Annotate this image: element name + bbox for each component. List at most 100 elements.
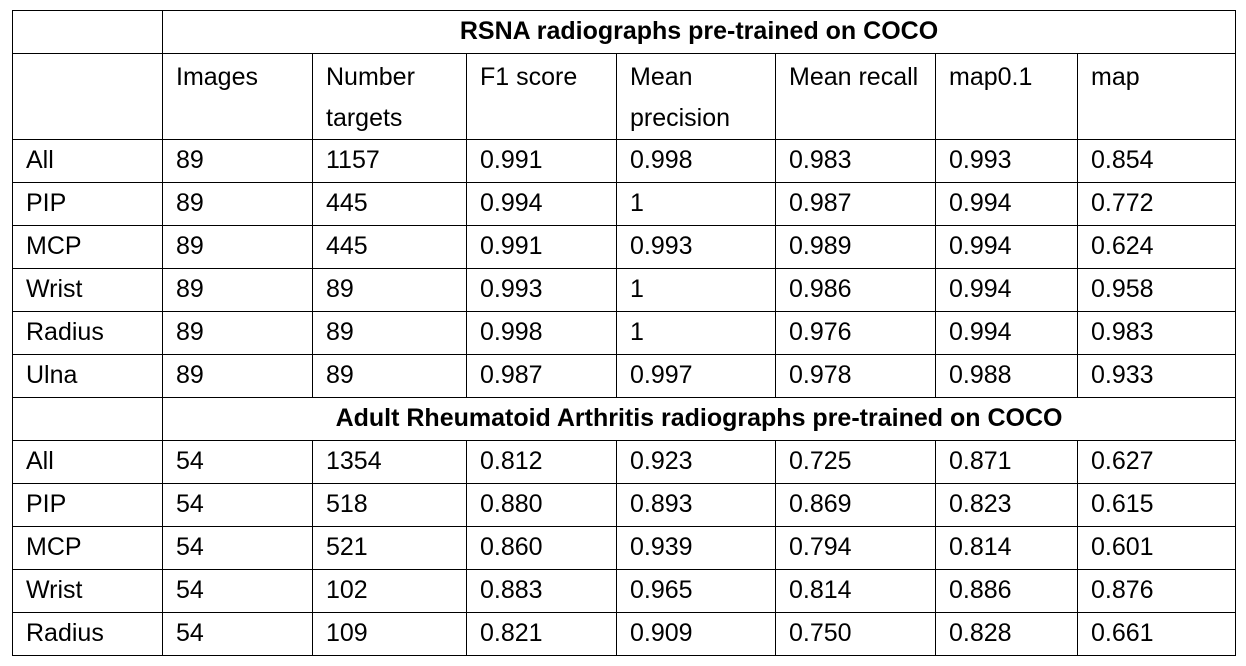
table-cell: 518: [312, 483, 467, 527]
table-cell: 0.983: [775, 139, 936, 183]
table-cell: 89: [162, 268, 313, 312]
table-cell: 1: [616, 182, 776, 226]
table-cell: 54: [162, 612, 313, 656]
row-label: PIP: [12, 182, 163, 226]
column-header: Mean recall: [775, 53, 936, 140]
table-cell: 89: [162, 139, 313, 183]
table-cell: 1354: [312, 440, 467, 484]
row-label: MCP: [12, 526, 163, 570]
column-header: Images: [162, 53, 313, 140]
table-cell: 0.886: [935, 569, 1078, 613]
column-header-row: Images Number targets F1 score Mean precisi…: [12, 53, 1237, 140]
section-title-row: RSNA radiographs pre-trained on COCO: [12, 10, 1237, 54]
table-cell: 1157: [312, 139, 467, 183]
table-row: Radius 54 109 0.821 0.909 0.750 0.828 0.661: [12, 612, 1237, 656]
table-cell: 0.994: [466, 182, 617, 226]
table-cell: 0.883: [466, 569, 617, 613]
table-cell: 0.976: [775, 311, 936, 355]
row-label: Wrist: [12, 569, 163, 613]
section-title: RSNA radiographs pre-trained on COCO: [161, 10, 1237, 54]
table-row: MCP 89 445 0.991 0.993 0.989 0.994 0.624: [12, 225, 1237, 269]
table-cell: 0.994: [935, 225, 1078, 269]
table-cell: 0.965: [616, 569, 776, 613]
table-cell: 0.993: [616, 225, 776, 269]
table-cell: 0.939: [616, 526, 776, 570]
table-cell: 0.661: [1076, 612, 1237, 656]
table-cell: 0.814: [935, 526, 1078, 570]
table-cell: 0.601: [1076, 526, 1237, 570]
table-cell: 0.988: [935, 354, 1078, 398]
table-cell: 0.994: [935, 311, 1078, 355]
table-cell: 54: [162, 569, 313, 613]
table-row: MCP 54 521 0.860 0.939 0.794 0.814 0.601: [12, 526, 1237, 570]
table-cell: 0.871: [935, 440, 1078, 484]
table-cell: 0.860: [466, 526, 617, 570]
table-row: Ulna 89 89 0.987 0.997 0.978 0.988 0.933: [12, 354, 1237, 398]
table-cell: 0.987: [466, 354, 617, 398]
section-title: Adult Rheumatoid Arthritis radiographs p…: [161, 397, 1237, 441]
row-label: All: [12, 139, 163, 183]
table-cell: 521: [312, 526, 467, 570]
row-label: All: [12, 440, 163, 484]
table-cell: 445: [312, 225, 467, 269]
table-cell: 89: [312, 311, 467, 355]
column-header: Number targets: [312, 53, 467, 140]
table-cell: 0.812: [466, 440, 617, 484]
results-table: RSNA radiographs pre-trained on COCO Imag…: [12, 10, 1237, 656]
table-cell: 0.880: [466, 483, 617, 527]
table-cell: 54: [162, 440, 313, 484]
table-cell: 89: [162, 225, 313, 269]
table-cell: 445: [312, 182, 467, 226]
table-cell: 0.991: [466, 225, 617, 269]
table-cell: 0.828: [935, 612, 1078, 656]
table-cell: 0.958: [1076, 268, 1237, 312]
column-header: Mean precision: [616, 53, 776, 140]
blank-corner-cell: [12, 10, 163, 54]
table-row: All 89 1157 0.991 0.998 0.983 0.993 0.854: [12, 139, 1237, 183]
table-cell: 1: [616, 311, 776, 355]
row-label: Ulna: [12, 354, 163, 398]
table-cell: 1: [616, 268, 776, 312]
row-label: MCP: [12, 225, 163, 269]
table-cell: 0.823: [935, 483, 1078, 527]
table-cell: 0.998: [616, 139, 776, 183]
table-row: PIP 89 445 0.994 1 0.987 0.994 0.772: [12, 182, 1237, 226]
table-cell: 0.854: [1076, 139, 1237, 183]
section-title-row: Adult Rheumatoid Arthritis radiographs p…: [12, 397, 1237, 441]
table-cell: 0.814: [775, 569, 936, 613]
table-row: Radius 89 89 0.998 1 0.976 0.994 0.983: [12, 311, 1237, 355]
table-cell: 0.998: [466, 311, 617, 355]
table-cell: 102: [312, 569, 467, 613]
table-cell: 0.991: [466, 139, 617, 183]
table-cell: 0.987: [775, 182, 936, 226]
table-cell: 0.994: [935, 182, 1078, 226]
table-cell: 54: [162, 483, 313, 527]
table-cell: 89: [162, 354, 313, 398]
column-header: F1 score: [466, 53, 617, 140]
table-cell: 0.993: [935, 139, 1078, 183]
table-cell: 0.983: [1076, 311, 1237, 355]
table-cell: 0.997: [616, 354, 776, 398]
column-header: [12, 53, 163, 140]
table-cell: 0.725: [775, 440, 936, 484]
table-cell: 0.772: [1076, 182, 1237, 226]
table-cell: 0.821: [466, 612, 617, 656]
table-cell: 0.933: [1076, 354, 1237, 398]
table-row: PIP 54 518 0.880 0.893 0.869 0.823 0.615: [12, 483, 1237, 527]
row-label: PIP: [12, 483, 163, 527]
table-cell: 0.989: [775, 225, 936, 269]
blank-corner-cell: [12, 397, 163, 441]
table-row: All 54 1354 0.812 0.923 0.725 0.871 0.627: [12, 440, 1237, 484]
table-cell: 0.978: [775, 354, 936, 398]
table-cell: 0.909: [616, 612, 776, 656]
table-cell: 109: [312, 612, 467, 656]
table-cell: 0.876: [1076, 569, 1237, 613]
table-cell: 0.615: [1076, 483, 1237, 527]
table-cell: 89: [312, 354, 467, 398]
table-cell: 0.993: [466, 268, 617, 312]
column-header: map0.1: [935, 53, 1078, 140]
table-cell: 0.994: [935, 268, 1078, 312]
table-cell: 0.986: [775, 268, 936, 312]
table-row: Wrist 89 89 0.993 1 0.986 0.994 0.958: [12, 268, 1237, 312]
table-cell: 0.893: [616, 483, 776, 527]
